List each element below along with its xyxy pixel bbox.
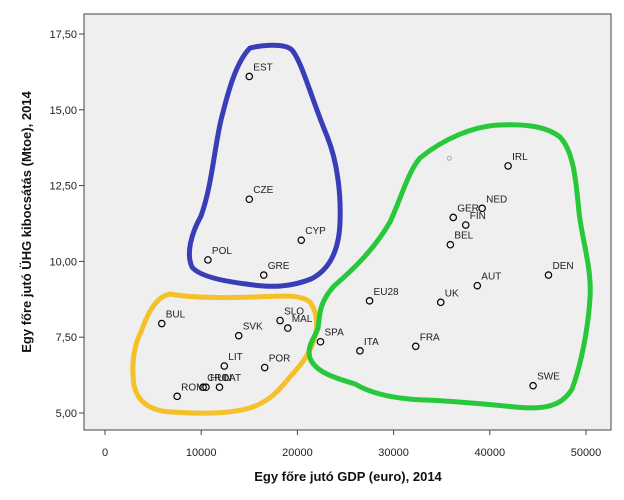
data-point-fin [461, 221, 470, 229]
x-axis-label: Egy főre jutó GDP (euro), 2014 [254, 469, 442, 484]
point-label-cro: CRO [207, 373, 229, 384]
data-point-uk [436, 298, 445, 307]
data-point-svk [234, 331, 243, 340]
y-tick-label: 10,00 [49, 256, 77, 268]
data-point-aut [473, 281, 482, 290]
point-label-por: POR [269, 354, 291, 365]
data-point-pol [204, 256, 212, 264]
data-point-ger [449, 213, 458, 222]
data-point-gre [259, 271, 268, 279]
point-label-ita: ITA [364, 337, 379, 348]
x-tick-label: 20000 [282, 447, 313, 459]
cluster-outline-yellow [130, 291, 320, 416]
x-tick-label: 40000 [475, 447, 506, 459]
data-point-fra [411, 342, 420, 351]
y-tick-label: 7,50 [56, 332, 77, 344]
point-label-den: DEN [552, 261, 573, 272]
point-label-irl: IRL [512, 152, 528, 163]
point-label-rom: ROM [181, 382, 204, 393]
data-point-slo [276, 316, 284, 325]
y-axis-ticks: 5,00 7,50 10,00 12,50 15,00 17,50 [49, 29, 84, 420]
y-tick-label: 17,50 [49, 29, 77, 41]
data-point-mal [283, 324, 292, 332]
data-point-swe [529, 381, 537, 390]
point-label-ned: NED [486, 194, 507, 205]
data-point-den [544, 271, 553, 279]
x-tick-label: 10000 [186, 447, 217, 459]
y-axis-label: Egy főre jutó ÜHG kibocsátás (Mtoe), 201… [19, 90, 34, 352]
data-point-ita [356, 347, 364, 355]
data-point-rom [173, 392, 181, 401]
point-label-hun: HUN [210, 373, 232, 384]
point-label-mal: MAL [292, 314, 313, 325]
cluster-outline-green [306, 122, 593, 411]
data-point-lit [220, 362, 229, 370]
point-label-svk: SVK [243, 322, 263, 333]
data-point-por [260, 363, 269, 372]
data-point-ned [478, 204, 486, 213]
data-point-hun [202, 383, 210, 392]
data-points: EST CZE CYP POL GRE BUL SLO SVK MAL SPA LIT POR HUN R… [157, 62, 574, 401]
data-point-eu28 [365, 297, 374, 305]
data-point-cze [245, 195, 254, 204]
data-point-spa [316, 337, 325, 346]
point-label-cze: CZE [253, 185, 273, 196]
data-point-irl [504, 162, 512, 170]
point-label-pol: POL [212, 246, 232, 257]
point-label-aut: AUT [481, 272, 501, 283]
point-label-lat: LAT [223, 373, 241, 384]
data-point-lat [215, 383, 224, 392]
point-label-est: EST [253, 62, 272, 73]
plot-area [83, 13, 612, 431]
point-label-fra: FRA [420, 332, 440, 343]
point-label-bel: BEL [454, 231, 473, 242]
data-point-cyp [297, 236, 306, 244]
point-label-cyp: CYP [305, 226, 326, 237]
point-label-ger: GER [457, 203, 479, 214]
x-axis-ticks: 0 10000 20000 30000 40000 50000 [102, 430, 601, 459]
point-label-fin: FIN [470, 211, 486, 222]
data-point-unlabeled [446, 155, 452, 161]
cluster-outline-blue [186, 42, 343, 289]
cluster-outlines [130, 42, 593, 416]
data-point-bul [157, 319, 166, 328]
y-tick-label: 12,50 [49, 181, 77, 193]
x-tick-label: 0 [102, 447, 108, 459]
data-point-bel [446, 240, 455, 249]
point-label-gre: GRE [268, 261, 290, 272]
data-point-cro [199, 383, 207, 392]
point-label-eu28: EU28 [374, 287, 399, 298]
x-tick-label: 30000 [378, 447, 409, 459]
point-label-bul: BUL [166, 310, 186, 321]
point-label-slo: SLO [284, 307, 304, 318]
point-label-swe: SWE [537, 372, 560, 383]
point-label-uk: UK [445, 288, 459, 299]
y-tick-label: 5,00 [56, 408, 77, 420]
data-point-est [245, 72, 254, 81]
point-label-lit: LIT [228, 352, 242, 363]
x-tick-label: 50000 [571, 447, 602, 459]
point-label-spa: SPA [324, 328, 344, 339]
y-tick-label: 15,00 [49, 105, 77, 117]
